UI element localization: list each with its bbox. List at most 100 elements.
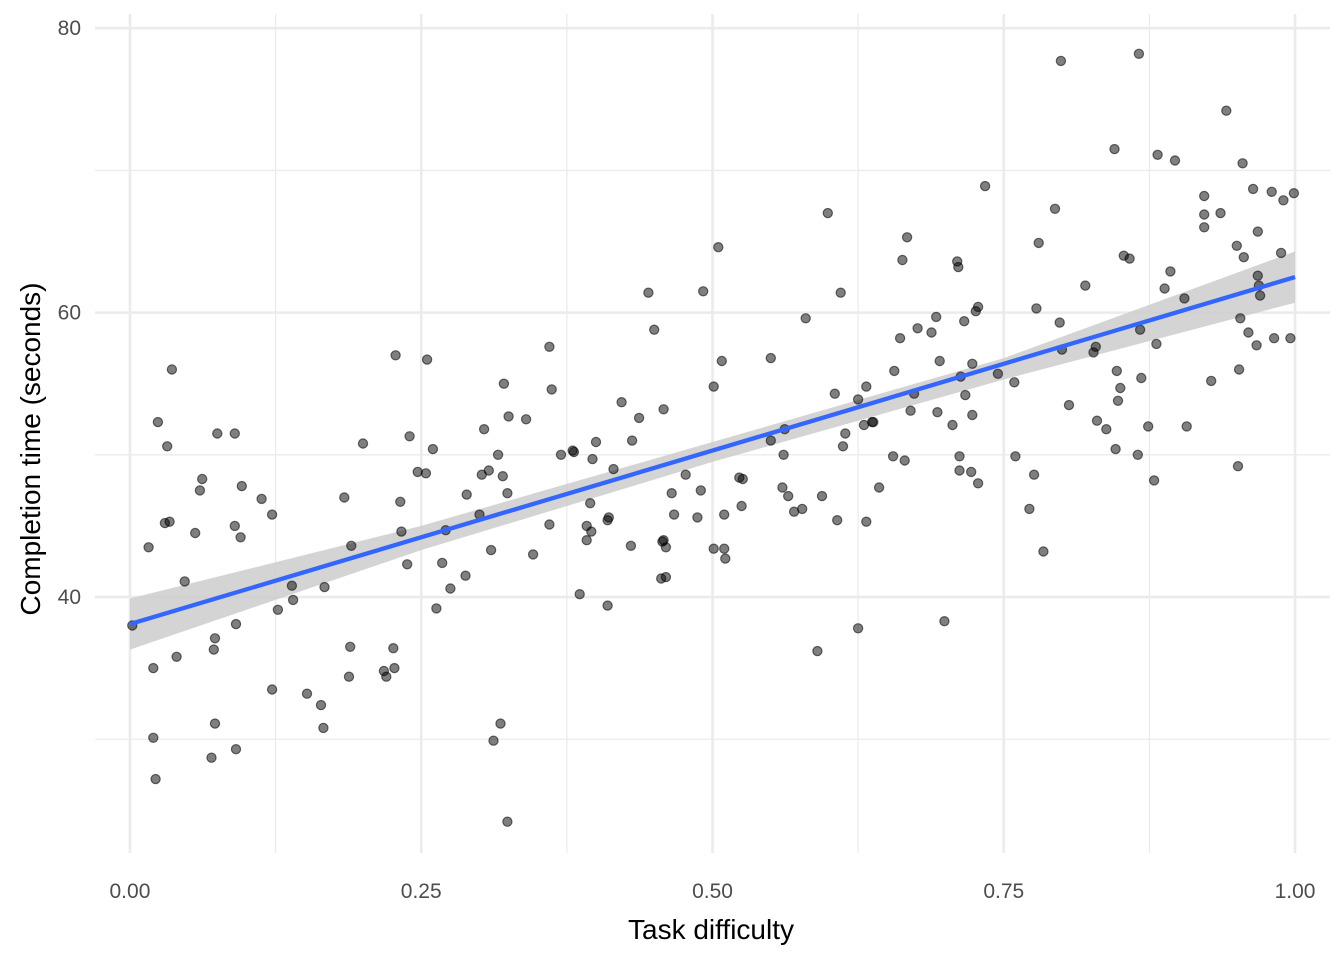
data-point-220	[1233, 364, 1245, 375]
data-point-15	[206, 752, 217, 763]
data-point-130	[816, 490, 828, 502]
x-tick-label-0: 0.00	[110, 880, 151, 903]
data-point-122	[777, 482, 788, 493]
data-point-162	[954, 465, 965, 476]
data-point-199	[1132, 449, 1144, 460]
data-point-231	[1266, 186, 1277, 197]
data-point-172	[972, 478, 984, 489]
data-point-97	[649, 324, 660, 335]
data-point-10	[171, 651, 182, 663]
data-point-19	[212, 428, 223, 439]
data-point-73	[520, 414, 532, 425]
data-point-175	[1009, 377, 1020, 388]
y-axis-title: Completion time (seconds)	[15, 282, 46, 615]
data-point-36	[339, 492, 350, 503]
data-point-204	[1148, 475, 1160, 486]
x-tick-label-2: 0.50	[692, 880, 733, 903]
data-point-104	[666, 488, 677, 499]
data-point-42	[381, 671, 392, 682]
data-point-193	[1110, 443, 1121, 455]
x-axis-title: Task difficulty	[628, 914, 794, 945]
data-point-59	[461, 489, 472, 500]
x-tick-label-3: 0.75	[983, 880, 1024, 903]
y-axis-ticks: 40 60 80	[58, 17, 81, 609]
data-point-85	[586, 526, 597, 537]
data-point-17	[209, 633, 221, 644]
data-point-230	[1254, 290, 1266, 301]
data-point-177	[1024, 503, 1035, 515]
data-point-149	[899, 455, 910, 466]
data-point-109	[698, 286, 709, 297]
data-point-29	[272, 604, 284, 616]
data-point-190	[1091, 415, 1103, 426]
data-point-156	[932, 407, 943, 418]
data-point-62	[478, 424, 490, 435]
data-point-2	[148, 662, 159, 674]
data-point-223	[1238, 252, 1250, 263]
data-point-206	[1152, 149, 1163, 160]
data-point-167	[966, 466, 977, 478]
data-point-81	[574, 589, 585, 600]
regression-line	[129, 275, 1296, 627]
data-point-66	[492, 449, 504, 460]
data-point-192	[1109, 143, 1120, 155]
data-point-75	[544, 341, 555, 352]
data-point-34	[318, 722, 329, 734]
data-point-45	[390, 350, 401, 361]
data-point-11	[179, 576, 190, 587]
data-point-143	[868, 416, 879, 428]
data-point-95	[633, 412, 645, 424]
data-point-182	[1049, 203, 1061, 214]
data-point-8	[164, 516, 175, 527]
data-point-196	[1115, 382, 1126, 394]
data-point-90	[603, 512, 615, 523]
data-point-108	[695, 485, 707, 496]
data-point-44	[389, 662, 400, 674]
data-point-80	[568, 446, 580, 458]
data-point-47	[396, 526, 407, 537]
y-tick-label-0: 40	[58, 586, 81, 609]
data-point-69	[498, 378, 510, 389]
data-point-233	[1275, 247, 1287, 259]
data-point-198	[1124, 253, 1135, 264]
data-point-171	[972, 301, 984, 313]
data-point-53	[427, 443, 439, 455]
data-point-23	[230, 744, 242, 755]
data-point-228	[1252, 270, 1264, 281]
data-point-118	[736, 500, 747, 512]
data-point-46	[395, 496, 406, 507]
data-point-183	[1054, 317, 1065, 328]
data-point-234	[1278, 195, 1289, 206]
data-point-116	[720, 553, 731, 564]
data-point-194	[1111, 365, 1123, 377]
data-point-147	[894, 333, 906, 344]
data-point-205	[1151, 338, 1162, 350]
data-point-55	[437, 557, 448, 569]
data-point-111	[708, 381, 719, 392]
data-point-92	[616, 397, 627, 408]
data-point-165	[959, 316, 970, 327]
data-point-179	[1031, 303, 1042, 314]
data-point-203	[1142, 421, 1154, 432]
data-point-132	[829, 388, 841, 399]
data-point-4	[150, 773, 161, 785]
data-point-140	[861, 381, 872, 392]
data-point-202	[1136, 372, 1147, 384]
data-point-26	[256, 493, 267, 505]
data-point-216	[1215, 207, 1226, 219]
data-point-180	[1033, 237, 1044, 249]
data-point-225	[1247, 183, 1259, 195]
data-point-112	[713, 241, 724, 253]
data-point-144	[873, 482, 885, 493]
data-point-64	[485, 544, 497, 556]
data-point-157	[934, 355, 945, 367]
data-point-158	[939, 616, 950, 627]
data-point-30	[286, 580, 298, 591]
data-point-155	[931, 311, 942, 323]
data-point-208	[1165, 266, 1176, 277]
data-point-215	[1205, 375, 1217, 387]
data-point-89	[602, 600, 613, 611]
data-point-67	[495, 718, 506, 729]
data-point-211	[1181, 421, 1192, 432]
